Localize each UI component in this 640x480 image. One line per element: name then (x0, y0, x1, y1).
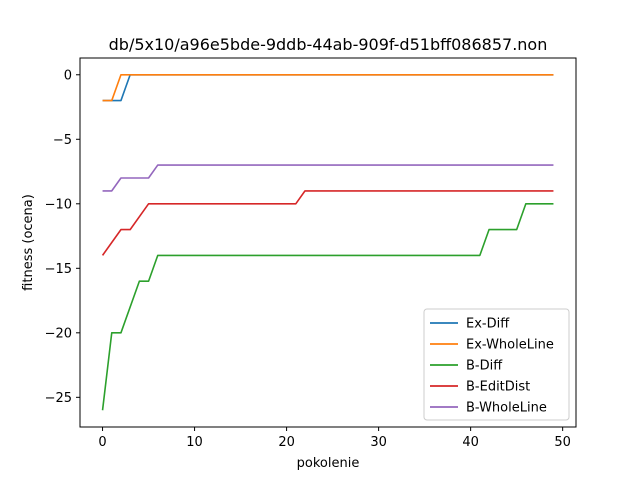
y-tick-label: −25 (45, 391, 72, 406)
x-axis-label: pokolenie (297, 456, 360, 471)
series-line-ex-diff (102, 73, 554, 102)
legend-label: B-WholeLine (466, 401, 547, 416)
y-tick-label: −20 (45, 326, 72, 341)
x-tick-label: 10 (186, 435, 203, 450)
y-axis: −25 −20 −15 −10 −5 0 (45, 68, 80, 406)
y-tick-label: −10 (45, 197, 72, 212)
x-tick-label: 30 (370, 435, 387, 450)
series-line-ex-wholeline (102, 73, 554, 102)
legend-label: B-EditDist (466, 380, 530, 395)
x-axis: 0 10 20 30 40 50 (98, 427, 571, 450)
x-tick-label: 50 (554, 435, 571, 450)
x-tick-label: 40 (462, 435, 479, 450)
legend-box (423, 308, 570, 421)
series-layer (101, 73, 554, 411)
legend-label: B-Diff (466, 359, 503, 374)
y-tick-label: 0 (64, 68, 72, 83)
series-line-b-diff (101, 202, 554, 411)
legend-label: Ex-Diff (466, 317, 510, 332)
plot-frame (79, 57, 577, 428)
chart-title: db/5x10/a96e5bde-9ddb-44ab-909f-d51bff08… (109, 35, 548, 54)
y-tick-label: −15 (45, 262, 72, 277)
y-axis-label: fitness (ocena) (21, 194, 36, 291)
legend: Ex-Diff Ex-WholeLine B-Diff B-EditDist B-Who… (423, 308, 570, 421)
x-tick-label: 20 (278, 435, 295, 450)
x-tick-label: 0 (98, 435, 106, 450)
series-line-b-editdist (101, 190, 554, 256)
series-line-b-wholeline (102, 164, 554, 192)
y-tick-label: −5 (53, 133, 72, 148)
legend-label: Ex-WholeLine (466, 338, 554, 353)
